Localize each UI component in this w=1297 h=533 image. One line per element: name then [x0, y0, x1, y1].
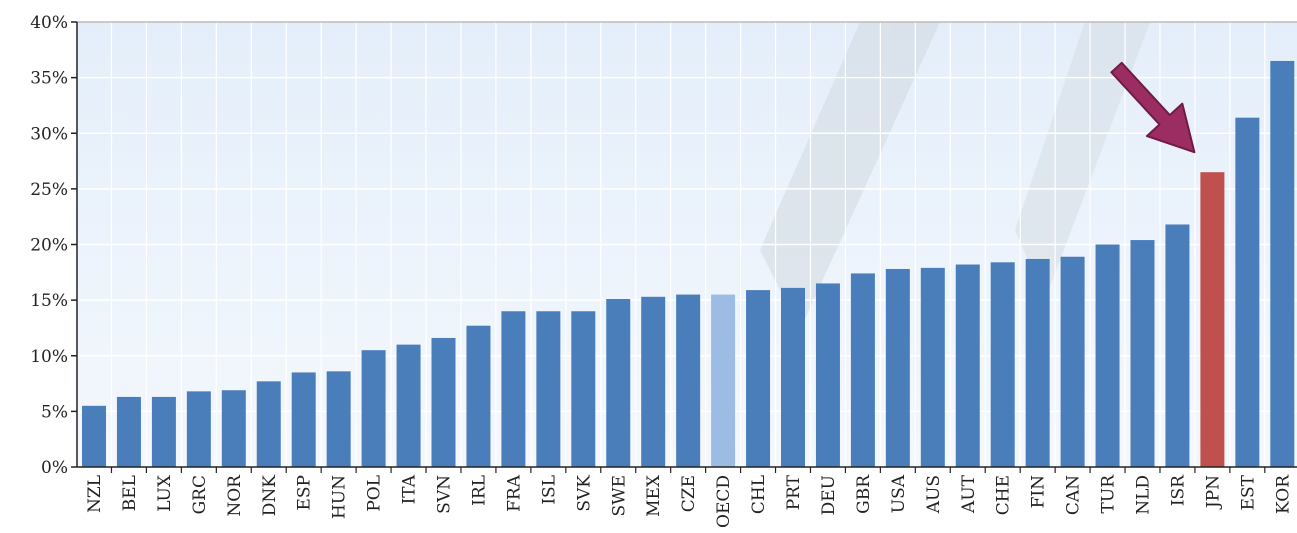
- bar-kor: [1270, 60, 1295, 467]
- bar-che: [990, 262, 1015, 467]
- bar-gbr: [850, 273, 875, 467]
- bar-isl: [536, 311, 561, 467]
- x-tick-label: CZE: [679, 475, 699, 512]
- bar-can: [1060, 256, 1085, 467]
- x-tick-label: PRT: [784, 474, 804, 510]
- bar-mex: [641, 296, 666, 467]
- x-tick-label: CHL: [749, 475, 769, 514]
- y-tick-label: 10%: [30, 347, 68, 367]
- bar-esp: [291, 372, 316, 467]
- y-tick-label: 25%: [30, 180, 68, 200]
- x-tick-label: ESP: [295, 475, 315, 511]
- bar-deu: [815, 283, 840, 467]
- y-tick-label: 15%: [30, 291, 68, 311]
- x-tick-label: JPN: [1203, 475, 1223, 510]
- x-tick-label: ITA: [400, 474, 420, 504]
- bar-fra: [501, 311, 526, 467]
- bar-nzl: [82, 405, 106, 467]
- bar-aut: [955, 264, 980, 467]
- x-tick-label: USA: [889, 474, 909, 513]
- x-tick-label: LUX: [155, 474, 175, 512]
- x-tick-label: ISR: [1168, 474, 1188, 506]
- x-tick-label: NZL: [85, 475, 105, 513]
- x-tick-labels: NZL BEL LUX GRC NOR DNK ESP HUN POL ITA SVN IRL FRA I…: [85, 474, 1293, 528]
- x-tick-label: BEL: [120, 475, 140, 511]
- x-tick-label: AUS: [924, 475, 944, 514]
- x-tick-label: KOR: [1273, 474, 1293, 514]
- x-tick-label: ISL: [539, 475, 559, 505]
- x-tick-label: SVN: [435, 475, 455, 514]
- bar-oecd: [711, 294, 736, 467]
- bar-jpn: [1200, 172, 1225, 467]
- bar-bel: [116, 396, 141, 467]
- bar-dnk: [256, 381, 281, 467]
- y-tick-labels: 0% 5% 10% 15% 20% 25% 30% 35% 40%: [30, 13, 68, 478]
- x-tick-label: DNK: [260, 475, 280, 517]
- bar-usa: [885, 268, 910, 467]
- x-tick-label: SVK: [574, 475, 594, 512]
- bar-est: [1235, 117, 1260, 468]
- x-tick-label: AUT: [959, 474, 979, 514]
- x-tick-label: POL: [365, 475, 385, 512]
- x-tick-label: FIN: [1029, 475, 1049, 509]
- bar-swe: [606, 299, 631, 467]
- bar-aus: [920, 267, 945, 467]
- bar-cze: [676, 294, 701, 467]
- x-tick-label: FRA: [504, 474, 524, 512]
- bar-ita: [396, 344, 421, 467]
- y-tick-label: 0%: [41, 458, 68, 478]
- bar-prt: [781, 287, 805, 467]
- y-tick-label: 30%: [30, 124, 68, 144]
- y-tick-label: 35%: [30, 69, 68, 89]
- x-tick-label: NLD: [1134, 475, 1154, 515]
- x-tick-label: TUR: [1099, 474, 1119, 514]
- bar-tur: [1095, 244, 1120, 467]
- x-tick-label: CHE: [994, 475, 1014, 515]
- x-tick-label: SWE: [609, 475, 629, 517]
- bar-lux: [151, 396, 176, 467]
- annotation-arrow: [1110, 61, 1196, 154]
- bar-svn: [431, 337, 456, 467]
- x-tick-label: NOR: [225, 474, 245, 517]
- bar-fin: [1025, 258, 1050, 467]
- x-tick-label: HUN: [330, 475, 350, 519]
- bar-hun: [326, 371, 351, 467]
- y-tick-label: 40%: [30, 13, 68, 33]
- axes: [71, 21, 1297, 473]
- x-tick-label: OECD: [714, 475, 734, 528]
- watermark: [760, 22, 1150, 330]
- x-tick-label: CAN: [1064, 475, 1084, 515]
- x-tick-label: MEX: [644, 474, 664, 517]
- y-tick-label: 20%: [30, 236, 68, 256]
- bar-isr: [1165, 224, 1190, 467]
- x-tick-label: DEU: [819, 475, 839, 515]
- bar-grc: [186, 391, 211, 467]
- bar-svk: [571, 311, 596, 467]
- bar-irl: [466, 325, 491, 467]
- bar-nor: [221, 390, 246, 467]
- y-tick-label: 5%: [41, 402, 68, 422]
- bar-pol: [361, 350, 386, 467]
- x-tick-label: GBR: [854, 474, 874, 514]
- arrow-icon: [1110, 61, 1196, 154]
- x-tick-label: GRC: [190, 475, 210, 514]
- bar-nld: [1130, 240, 1155, 467]
- x-tick-label: EST: [1238, 474, 1258, 510]
- x-tick-label: IRL: [469, 475, 489, 506]
- bars: [82, 60, 1295, 468]
- bar-chl: [746, 290, 771, 467]
